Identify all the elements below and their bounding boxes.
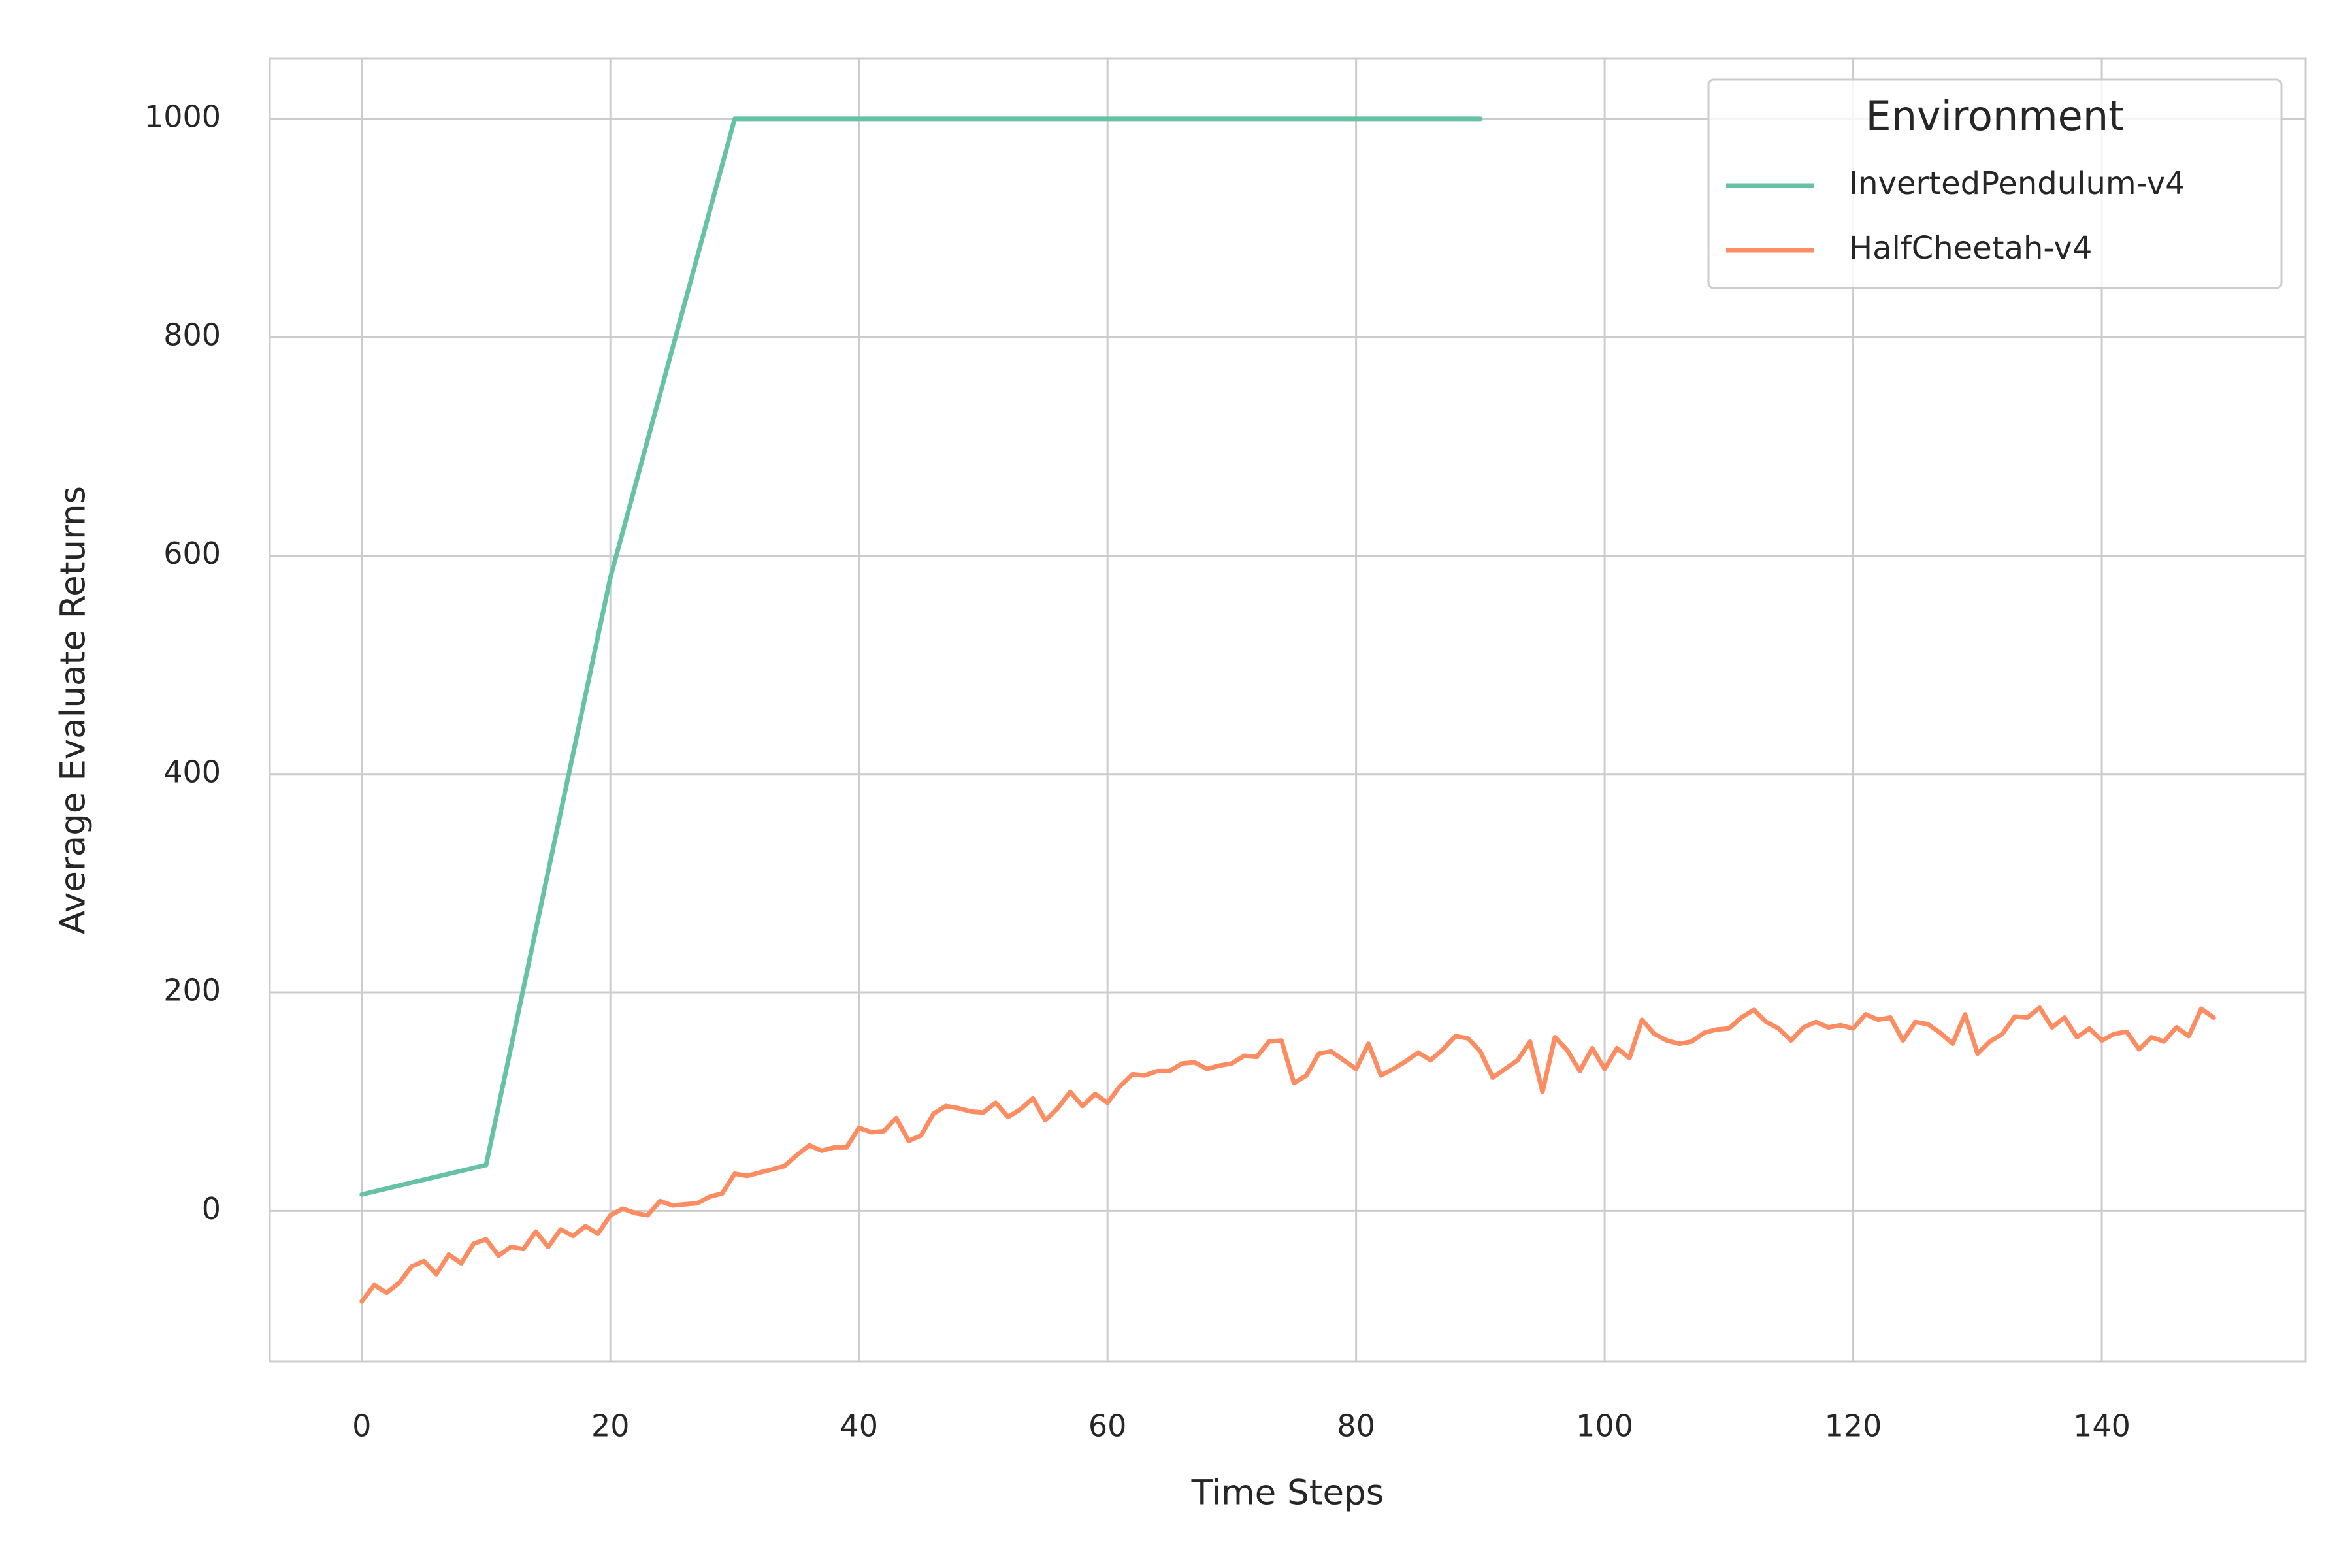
plot-frame bbox=[269, 57, 2307, 1363]
y-tick-label: 0 bbox=[202, 1191, 221, 1226]
x-tick-label: 60 bbox=[1088, 1409, 1127, 1444]
x-tick-label: 20 bbox=[591, 1409, 630, 1444]
lines bbox=[359, 116, 2216, 1304]
x-tick-label: 0 bbox=[352, 1409, 371, 1444]
y-tick-label: 400 bbox=[163, 754, 221, 789]
x-tick-label: 40 bbox=[840, 1409, 878, 1444]
y-tick-label: 800 bbox=[163, 318, 221, 353]
series-line bbox=[359, 116, 1483, 1197]
legend-label: InvertedPendulum-v4 bbox=[1849, 165, 2185, 202]
legend: Environment InvertedPendulum-v4 HalfCheeta… bbox=[1707, 78, 2283, 289]
series-line bbox=[359, 1005, 2216, 1304]
y-tick-label: 600 bbox=[163, 536, 221, 571]
labels: 0 20 40 60 80 100 120 140 0 200 400 600 800 1000 bbox=[144, 99, 2131, 1443]
legend-title: Environment bbox=[1866, 92, 2125, 140]
x-axis-label: Time Steps bbox=[1191, 1473, 1384, 1513]
y-axis-label: Average Evaluate Returns bbox=[54, 486, 93, 934]
legend-label: HalfCheetah-v4 bbox=[1849, 230, 2092, 267]
x-tick-label: 100 bbox=[1576, 1409, 1633, 1444]
x-tick-label: 140 bbox=[2073, 1409, 2131, 1444]
y-tick-label: 200 bbox=[163, 973, 221, 1008]
legend-box bbox=[1707, 78, 2283, 289]
y-tick-label: 1000 bbox=[144, 99, 221, 134]
x-tick-label: 120 bbox=[1825, 1409, 1882, 1444]
x-tick-label: 80 bbox=[1337, 1409, 1375, 1444]
